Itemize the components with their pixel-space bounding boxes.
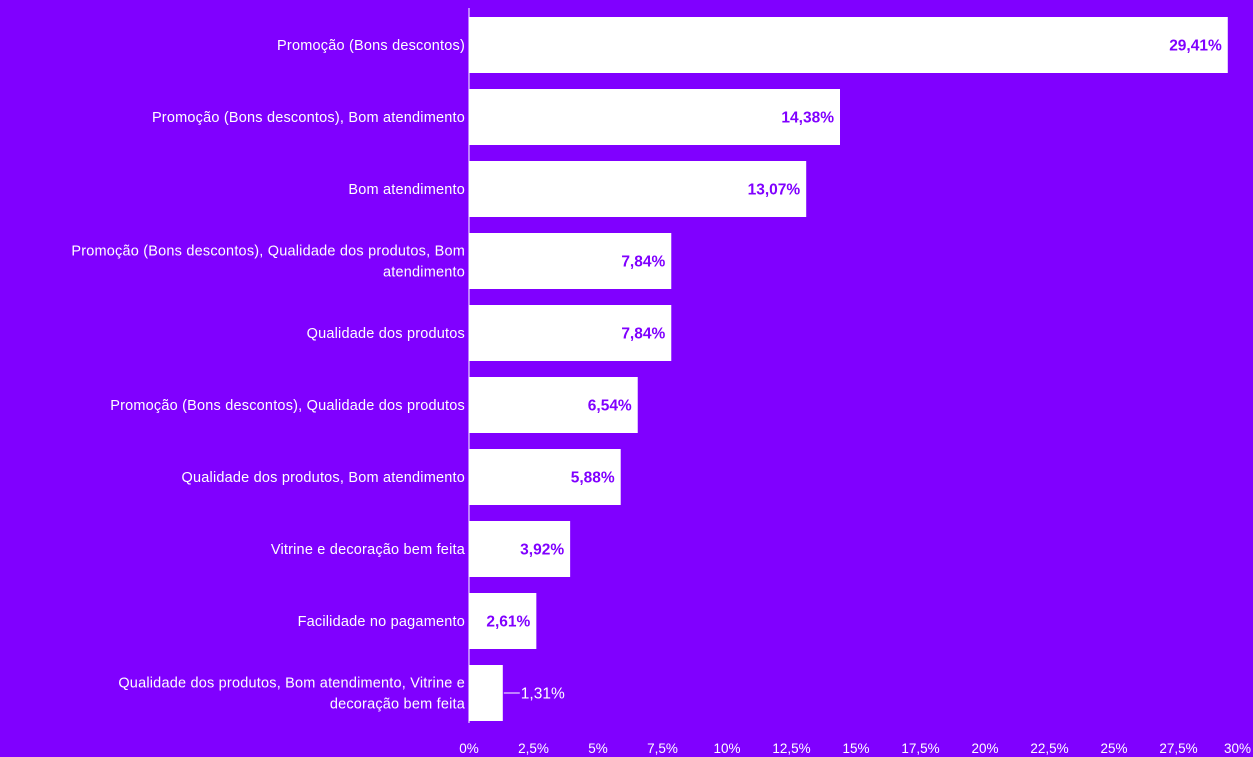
data-label: 29,41% (1169, 38, 1222, 55)
x-tick-label: 30% (1224, 741, 1251, 756)
x-tick-label: 22,5% (1030, 741, 1068, 756)
bar (469, 89, 841, 145)
x-tick-label: 0% (459, 741, 479, 756)
x-tick-label: 7,5% (647, 741, 678, 756)
data-label: 1,31% (521, 686, 565, 703)
x-tick-label: 2,5% (518, 741, 549, 756)
category-label: decoração bem feita (330, 697, 466, 713)
category-labels-layer: Promoção (Bons descontos) Promoção (Bons … (71, 38, 465, 713)
category-label: Qualidade dos produtos (307, 326, 465, 342)
data-label: 6,54% (588, 398, 632, 415)
category-label: Bom atendimento (348, 182, 465, 198)
category-label: Qualidade dos produtos, Bom atendimento (182, 470, 465, 486)
category-label: Promoção (Bons descontos), Qualidade dos… (71, 244, 465, 260)
x-tick-label: 27,5% (1159, 741, 1197, 756)
bar (469, 305, 672, 361)
bar (469, 521, 571, 577)
data-label: 2,61% (486, 614, 530, 631)
x-tick-label: 15% (842, 741, 869, 756)
x-tick-label: 5% (588, 741, 608, 756)
bar (469, 377, 638, 433)
bar (469, 665, 503, 721)
bar (469, 161, 807, 217)
bar (469, 593, 537, 649)
data-label: 5,88% (571, 470, 615, 487)
bar (469, 233, 672, 289)
data-label: 3,92% (520, 542, 564, 559)
bars-layer: 29,41% 14,38% 13,07% 7,84% 7,84% 6,54% 5,88% 3,… (469, 17, 1228, 721)
x-tick-label: 12,5% (772, 741, 810, 756)
category-label: Qualidade dos produtos, Bom atendimento,… (118, 676, 465, 692)
category-label: Promoção (Bons descontos) (277, 38, 465, 54)
data-label: 7,84% (621, 326, 665, 343)
data-label: 14,38% (781, 110, 834, 127)
x-axis-ticks-layer: 0% 2,5% 5% 7,5% 10% 12,5% 15% 17,5% 20% 22,5% 25% 2… (459, 741, 1251, 756)
category-label: Promoção (Bons descontos), Bom atendimen… (152, 110, 465, 126)
x-tick-label: 17,5% (901, 741, 939, 756)
bar (469, 449, 621, 505)
category-label: Vitrine e decoração bem feita (271, 542, 466, 558)
x-tick-label: 10% (713, 741, 740, 756)
category-label: Facilidade no pagamento (298, 614, 465, 630)
x-tick-label: 20% (971, 741, 998, 756)
x-tick-label: 25% (1100, 741, 1127, 756)
bar (469, 17, 1228, 73)
data-label: 7,84% (621, 254, 665, 271)
category-label: atendimento (383, 265, 465, 281)
data-label: 13,07% (748, 182, 801, 199)
category-label: Promoção (Bons descontos), Qualidade dos… (110, 398, 465, 414)
